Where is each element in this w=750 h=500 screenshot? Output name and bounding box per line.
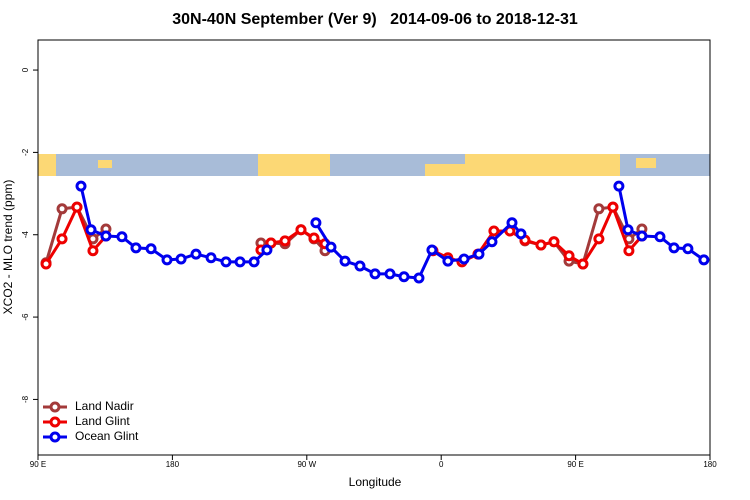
point xyxy=(682,243,694,255)
point xyxy=(85,224,97,236)
point xyxy=(130,242,142,254)
point xyxy=(563,250,575,262)
point xyxy=(354,260,366,272)
point xyxy=(593,203,605,215)
point xyxy=(75,180,87,192)
legend-label: Ocean Glint xyxy=(75,429,139,443)
y-tick-label: 0 xyxy=(21,67,30,72)
point xyxy=(190,248,202,260)
legend-marker xyxy=(49,401,61,413)
x-tick-label: 90 E xyxy=(30,460,46,469)
point xyxy=(100,230,112,242)
point xyxy=(613,180,625,192)
point xyxy=(71,201,83,213)
point xyxy=(668,242,680,254)
y-tick-label: -6 xyxy=(21,313,30,321)
x-axis-label: Longitude xyxy=(349,475,402,489)
point xyxy=(577,258,589,270)
point xyxy=(87,245,99,257)
point xyxy=(636,230,648,242)
point xyxy=(295,224,307,236)
y-tick-label: -2 xyxy=(21,148,30,156)
point xyxy=(398,271,410,283)
x-tick-label: 180 xyxy=(166,460,180,469)
point xyxy=(623,245,635,257)
point xyxy=(56,233,68,245)
series-line xyxy=(44,203,644,266)
series-line xyxy=(79,185,705,280)
point xyxy=(486,236,498,248)
point xyxy=(442,255,454,267)
legend-label: Land Nadir xyxy=(75,399,134,413)
point xyxy=(515,228,527,240)
point xyxy=(40,258,52,270)
point xyxy=(234,256,246,268)
point xyxy=(698,254,710,266)
point xyxy=(248,256,260,268)
legend-label: Land Glint xyxy=(75,414,130,428)
point xyxy=(488,225,500,237)
point xyxy=(220,256,232,268)
y-tick-label: -4 xyxy=(21,231,30,239)
point xyxy=(506,217,518,229)
point xyxy=(308,232,320,244)
point xyxy=(161,254,173,266)
point xyxy=(56,203,68,215)
point xyxy=(548,236,560,248)
map-strip xyxy=(38,154,710,176)
legend-marker xyxy=(49,431,61,443)
legend-marker xyxy=(49,416,61,428)
point xyxy=(116,231,128,243)
point xyxy=(145,243,157,255)
point xyxy=(205,252,217,264)
point xyxy=(622,224,634,236)
point xyxy=(593,233,605,245)
x-tick-label: 180 xyxy=(703,460,717,469)
point xyxy=(279,235,291,247)
chart-title: 30N-40N September (Ver 9) 2014-09-06 to … xyxy=(172,11,578,28)
point xyxy=(339,255,351,267)
point xyxy=(607,201,619,213)
point xyxy=(458,253,470,265)
y-tick-label: -8 xyxy=(21,395,30,403)
point xyxy=(654,231,666,243)
plot-frame xyxy=(37,39,711,456)
point xyxy=(325,241,337,253)
point xyxy=(310,217,322,229)
y-axis-label: XCO2 - MLO trend (ppm) xyxy=(1,180,15,315)
x-tick-label: 0 xyxy=(439,460,444,469)
point xyxy=(369,268,381,280)
point xyxy=(261,244,273,256)
point xyxy=(426,244,438,256)
point xyxy=(384,268,396,280)
series-line xyxy=(44,205,643,266)
point xyxy=(175,253,187,265)
point xyxy=(535,239,547,251)
x-tick-label: 90 W xyxy=(297,460,316,469)
point xyxy=(473,248,485,260)
point xyxy=(413,272,425,284)
x-tick-label: 90 E xyxy=(567,460,583,469)
